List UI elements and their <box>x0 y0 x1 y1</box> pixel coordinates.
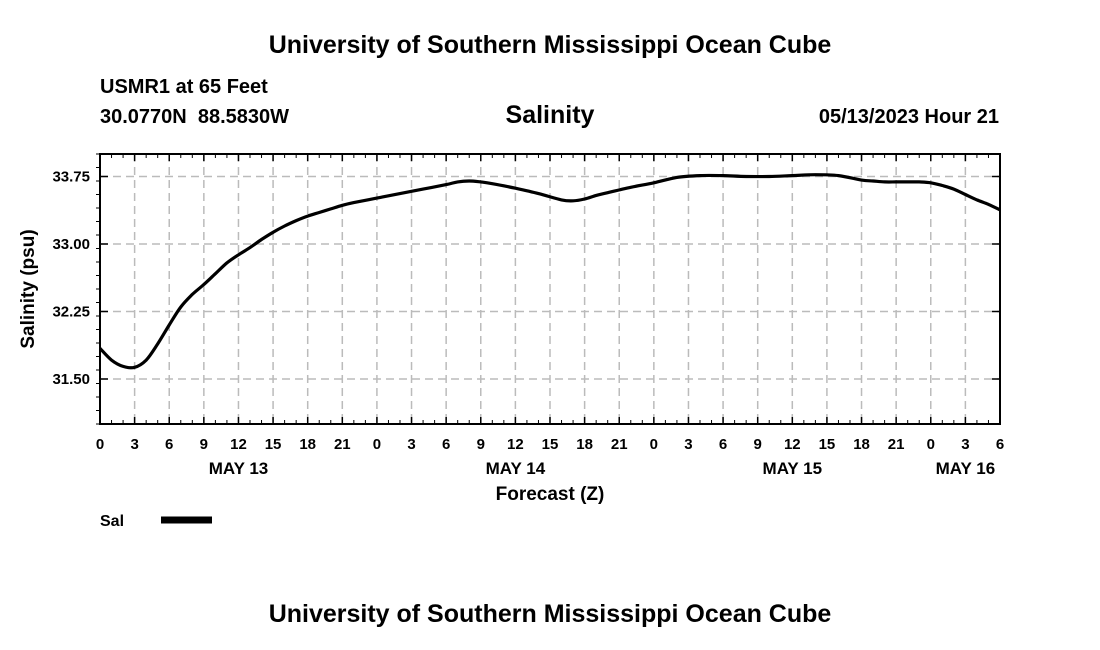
x-tick-label: 9 <box>200 436 208 453</box>
x-tick-label: 15 <box>819 436 836 453</box>
x-tick-label: 3 <box>961 436 969 453</box>
x-tick-label: 6 <box>165 436 173 453</box>
x-tick-label: 0 <box>373 436 381 453</box>
series-line-sal <box>98 173 1001 370</box>
x-tick-label: 3 <box>684 436 692 453</box>
y-tick-label: 33.00 <box>52 236 90 253</box>
x-tick-label: 15 <box>542 436 559 453</box>
x-tick-label: 18 <box>853 436 870 453</box>
x-tick-label: 12 <box>230 436 247 453</box>
x-tick-label: 18 <box>576 436 593 453</box>
x-tick-label: 0 <box>650 436 658 453</box>
chart-subtitle: Salinity <box>505 101 595 129</box>
x-tick-label: 9 <box>754 436 762 453</box>
legend-label: Sal <box>100 513 124 530</box>
x-tick-label: 0 <box>96 436 104 453</box>
x-tick-label: 21 <box>611 436 628 453</box>
forecast-datetime: 05/13/2023 Hour 21 <box>818 106 999 128</box>
x-tick-label: 6 <box>996 436 1004 453</box>
date-label: MAY 16 <box>936 459 996 478</box>
x-tick-label: 21 <box>888 436 905 453</box>
chart-title-top: University of Southern Mississippi Ocean… <box>268 31 832 59</box>
legend: Sal <box>100 513 212 530</box>
y-axis-label: Salinity (psu) <box>18 229 39 348</box>
y-tick-label: 31.50 <box>52 371 90 388</box>
x-tick-label: 18 <box>299 436 316 453</box>
x-tick-label: 21 <box>334 436 351 453</box>
x-axis-label: Forecast (Z) <box>496 484 605 505</box>
x-tick-label: 15 <box>265 436 282 453</box>
x-tick-label: 3 <box>407 436 415 453</box>
coordinates-label: 30.0770N 88.5830W <box>100 106 290 128</box>
x-tick-label: 6 <box>442 436 450 453</box>
station-label: USMR1 at 65 Feet <box>100 76 268 98</box>
date-label: MAY 15 <box>763 459 823 478</box>
x-tick-label: 12 <box>784 436 801 453</box>
x-tick-label: 0 <box>927 436 935 453</box>
y-tick-label: 32.25 <box>52 304 90 321</box>
date-label: MAY 13 <box>209 459 269 478</box>
chart-title-bottom: University of Southern Mississippi Ocean… <box>268 600 832 628</box>
x-tick-label: 3 <box>130 436 138 453</box>
y-tick-label: 33.75 <box>52 169 90 186</box>
x-tick-label: 12 <box>507 436 524 453</box>
x-tick-label: 6 <box>719 436 727 453</box>
x-tick-label: 9 <box>477 436 485 453</box>
date-label: MAY 14 <box>486 459 546 478</box>
